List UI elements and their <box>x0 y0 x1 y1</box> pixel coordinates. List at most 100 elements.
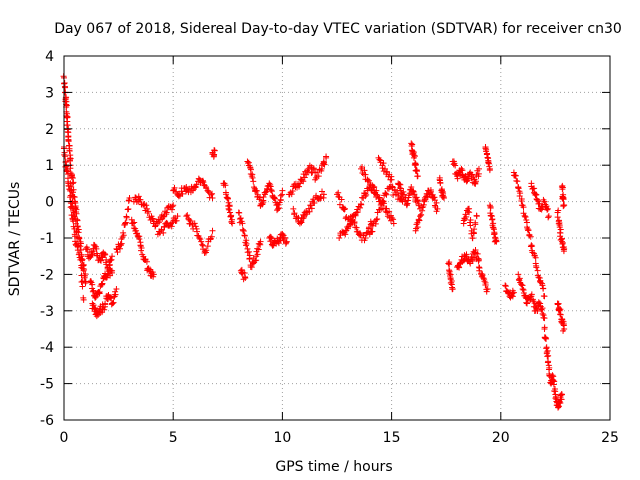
data-point-fill <box>72 238 79 245</box>
data-point-fill <box>71 233 78 240</box>
data-point-fill <box>502 283 509 290</box>
data-point <box>349 213 356 220</box>
data-point-fill <box>533 191 540 198</box>
data-point-fill <box>149 215 156 222</box>
data-point <box>541 198 548 205</box>
data-point-fill <box>455 263 462 270</box>
data-point-fill <box>301 174 308 181</box>
data-point-fill <box>550 381 557 388</box>
data-point-fill <box>223 194 230 201</box>
data-point <box>126 194 133 201</box>
data-point-fill <box>414 224 421 231</box>
data-point-fill <box>101 306 108 313</box>
data-point <box>161 224 168 231</box>
y-tick-label: 1 <box>45 158 54 174</box>
data-point-fill <box>515 185 522 192</box>
data-point-fill <box>394 189 401 196</box>
data-point-fill <box>400 188 407 195</box>
data-point-fill <box>297 180 304 187</box>
y-tick-label: 4 <box>45 49 54 65</box>
data-point-fill <box>243 240 250 247</box>
data-point-fill <box>222 189 229 196</box>
data-point-fill <box>550 377 557 384</box>
data-point <box>95 289 102 296</box>
data-point-fill <box>476 265 483 272</box>
y-tick-label: 0 <box>45 195 54 211</box>
y-tick-label: -4 <box>40 340 54 356</box>
data-point-fill <box>226 206 233 213</box>
data-point <box>209 194 216 201</box>
data-point-fill <box>378 206 385 213</box>
y-tick-label: -3 <box>40 304 54 320</box>
x-tick-label: 15 <box>383 430 401 446</box>
data-point-fill <box>271 195 278 202</box>
data-point-fill <box>78 279 85 286</box>
data-point-fill <box>263 188 270 195</box>
data-point-fill <box>482 145 489 152</box>
data-point-fill <box>89 288 96 295</box>
data-point-fill <box>535 274 542 281</box>
data-point <box>388 176 395 183</box>
data-point-fill <box>291 210 298 217</box>
data-point-fill <box>109 300 116 307</box>
data-point-fill <box>345 222 352 229</box>
data-point-fill <box>487 203 494 210</box>
data-point-fill <box>262 189 269 196</box>
data-point <box>445 260 452 267</box>
data-point-fill <box>554 214 561 221</box>
data-point-fill <box>383 205 390 212</box>
data-point-fill <box>79 278 86 285</box>
y-tick-label: -5 <box>40 377 54 393</box>
data-point-fill <box>389 183 396 190</box>
data-point-fill <box>87 278 94 285</box>
data-point-fill <box>90 302 97 309</box>
data-point-fill <box>249 174 256 181</box>
data-point <box>545 213 552 220</box>
data-point-fill <box>317 193 324 200</box>
data-point-fill <box>63 102 70 109</box>
data-point-fill <box>533 264 540 271</box>
data-point <box>109 267 116 274</box>
data-point-fill <box>527 233 534 240</box>
data-point-fill <box>545 214 552 221</box>
data-point <box>279 187 286 194</box>
data-point-fill <box>268 234 275 241</box>
data-point-fill <box>321 161 328 168</box>
data-point-fill <box>475 170 482 177</box>
data-point-fill <box>467 217 474 224</box>
data-point-fill <box>132 194 139 201</box>
data-point-fill <box>463 251 470 258</box>
data-point-fill <box>540 312 547 319</box>
data-point-fill <box>485 159 492 166</box>
data-points <box>60 73 568 411</box>
data-point-fill <box>306 208 313 215</box>
data-point-fill <box>396 185 403 192</box>
data-point <box>336 235 343 241</box>
data-point-fill <box>559 184 566 191</box>
data-point-fill <box>160 213 167 220</box>
data-point-fill <box>92 293 99 300</box>
data-point <box>561 202 568 209</box>
data-point-fill <box>557 229 564 236</box>
data-point-fill <box>82 271 89 278</box>
data-point-fill <box>69 205 76 212</box>
data-point-fill <box>539 310 546 317</box>
data-point <box>475 165 482 172</box>
data-point-fill <box>543 203 550 210</box>
data-point-fill <box>525 227 532 234</box>
data-point-fill <box>419 207 426 214</box>
data-point-fill <box>108 294 115 301</box>
data-point-fill <box>526 297 533 304</box>
data-point <box>362 235 369 241</box>
data-point <box>434 205 441 212</box>
data-point-fill <box>363 191 370 198</box>
data-point <box>143 205 150 212</box>
data-point-fill <box>420 201 427 208</box>
data-point-fill <box>315 173 322 180</box>
y-tick-label: -2 <box>40 267 54 283</box>
data-point <box>290 205 297 212</box>
data-point-fill <box>411 191 418 198</box>
data-point-fill <box>68 172 75 179</box>
data-point-fill <box>454 175 461 182</box>
data-point-fill <box>463 213 470 220</box>
